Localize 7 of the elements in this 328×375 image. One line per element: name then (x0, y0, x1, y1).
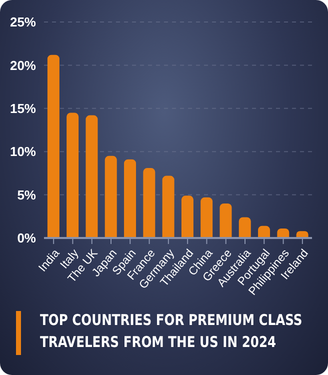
y-tick-label: 15% (10, 101, 36, 116)
y-tick-label: 5% (17, 187, 36, 202)
y-tick-label: 20% (10, 58, 36, 73)
y-tick-label: 25% (10, 14, 36, 30)
y-tick-label: 10% (10, 144, 36, 160)
y-tick-label: 0% (17, 230, 36, 246)
text: TOP COUNTRIES FOR PREMIUM CLASS TRAVELERS FROM THE US IN 2024 (40, 310, 304, 353)
